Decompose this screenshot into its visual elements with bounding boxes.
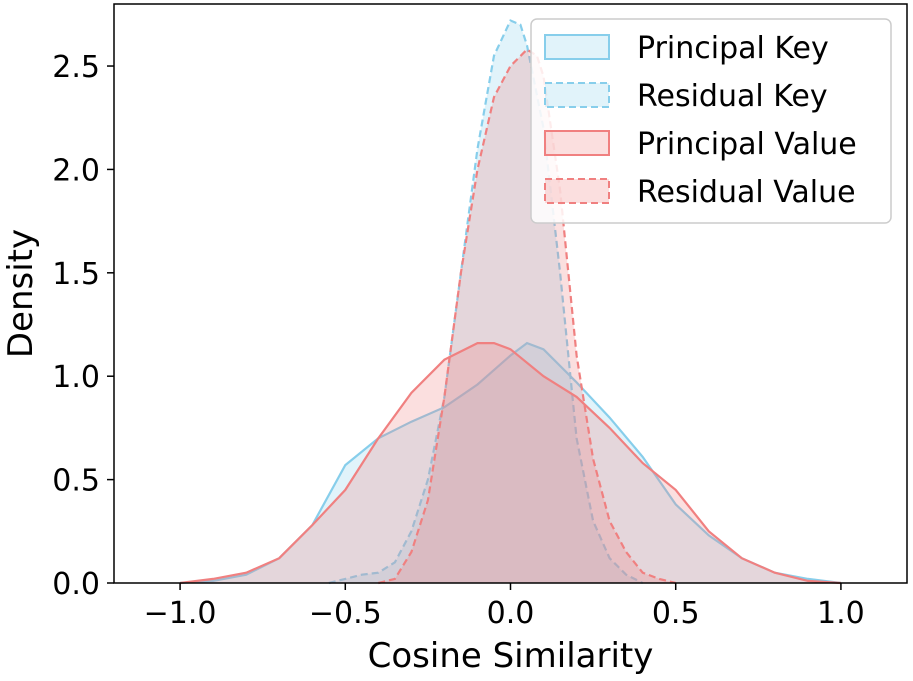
x-tick-label: −1.0 [144, 596, 217, 631]
legend-label-residual-key: Residual Key [637, 79, 828, 114]
x-tick-label: 0.5 [652, 596, 700, 631]
y-tick-label: 0.5 [52, 464, 100, 499]
series-area-principal-value [180, 343, 841, 583]
y-tick-label: 1.5 [52, 257, 100, 292]
areas-layer [179, 19, 842, 585]
legend-label-principal-value: Principal Value [637, 127, 857, 162]
x-axis-title: Cosine Similarity [368, 636, 654, 676]
series-area-principal-key [180, 343, 841, 583]
legend-label-principal-key: Principal Key [637, 31, 829, 66]
legend-swatch-residual-key [544, 82, 610, 108]
y-tick-label: 2.0 [52, 153, 100, 188]
x-tick-label: 0.0 [487, 596, 535, 631]
series-area-residual-value [378, 49, 676, 583]
y-tick-label: 0.0 [52, 567, 100, 602]
ticks-layer: −1.0 −0.5 0.0 0.5 1.0 0.0 0.5 1.0 1.5 2.0 2.5 [52, 50, 864, 631]
y-tick-label: 1.0 [52, 360, 100, 395]
legend: Principal Key Residual Key Principal Value… [530, 18, 892, 224]
y-tick-label: 2.5 [52, 50, 100, 85]
legend-swatch-residual-value [544, 178, 610, 204]
legend-box [530, 18, 892, 224]
y-axis-title: Density [1, 229, 41, 358]
series-line-residual-key [328, 19, 644, 585]
series-line-principal-value [179, 342, 841, 585]
x-tick-label: −0.5 [309, 596, 382, 631]
legend-swatch-principal-value [544, 130, 610, 156]
x-tick-label: 1.0 [817, 596, 865, 631]
legend-label-residual-value: Residual Value [637, 175, 856, 210]
series-area-residual-key [328, 20, 643, 583]
legend-swatch-principal-key [544, 34, 610, 60]
